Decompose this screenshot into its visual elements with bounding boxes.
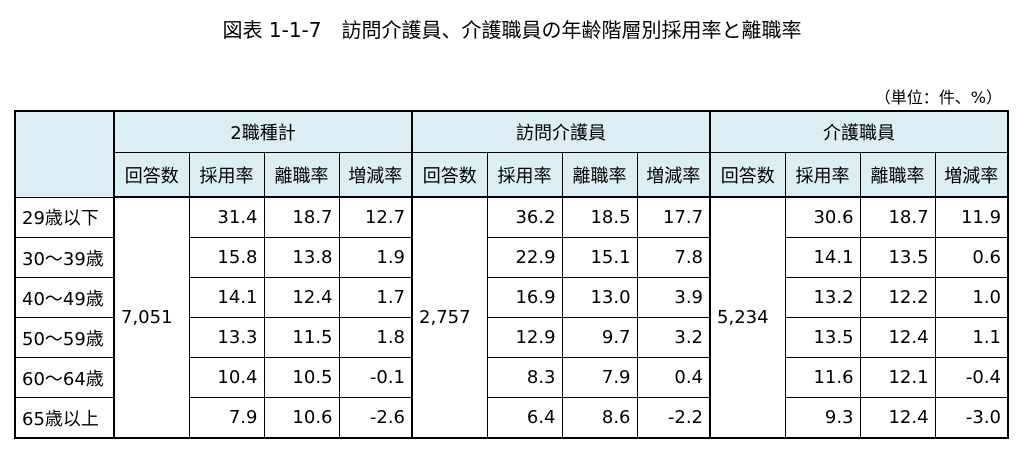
value-cell: 7.9 (188, 397, 265, 439)
value-cell: 7.9 (561, 357, 638, 398)
group-header: 訪問介護員 (411, 110, 711, 153)
value-cell: 13.2 (784, 277, 861, 318)
data-row: 29歳以下 7,051 31.4 18.7 12.7 2,757 36.2 18.5 17.7 5… (14, 196, 1009, 439)
value-cell: 12.4 (263, 277, 340, 318)
data-row: 40～49歳 14.1 12.4 1.7 16.9 13.0 3.9 13.2 12.2 1.0 (14, 277, 1009, 318)
value-cell: 6.4 (486, 397, 563, 439)
value-cell: 7.8 (636, 237, 711, 278)
data-row: 60～64歳 10.4 10.5 -0.1 8.3 7.9 0.4 11.6 12.1 -0.4 (14, 357, 1009, 398)
value-cell: 31.4 (188, 196, 265, 238)
row-label: 60～64歳 (14, 357, 115, 398)
column-header: 採用率 (188, 152, 265, 198)
value-cell: 13.8 (263, 237, 340, 278)
value-cell: -0.1 (338, 357, 413, 398)
column-header: 離職率 (263, 152, 340, 198)
row-label: 50～59歳 (14, 317, 115, 358)
value-cell: 36.2 (486, 196, 563, 238)
value-cell: 8.3 (486, 357, 563, 398)
respondents-cell: 7,051 (113, 196, 190, 439)
value-cell: -3.0 (934, 397, 1009, 439)
column-header: 離職率 (561, 152, 638, 198)
data-table: 2職種計 訪問介護員 介護職員 回答数 採用率 離職率 増減率 回答数 採用率 離職率 増減率 回答数… (14, 110, 1010, 439)
column-header: 増減率 (636, 152, 711, 198)
row-label: 30～39歳 (14, 237, 115, 278)
corner-cell (14, 110, 115, 198)
value-cell: 10.4 (188, 357, 265, 398)
respondents-cell: 2,757 (411, 196, 488, 439)
row-label: 40～49歳 (14, 277, 115, 318)
value-cell: 3.9 (636, 277, 711, 318)
value-cell: 1.9 (338, 237, 413, 278)
value-cell: 1.8 (338, 317, 413, 358)
value-cell: 13.3 (188, 317, 265, 358)
value-cell: 9.7 (561, 317, 638, 358)
value-cell: 18.7 (263, 196, 340, 238)
value-cell: 11.6 (784, 357, 861, 398)
value-cell: 13.5 (784, 317, 861, 358)
value-cell: 10.6 (263, 397, 340, 439)
value-cell: 1.1 (934, 317, 1009, 358)
value-cell: 10.5 (263, 357, 340, 398)
column-header: 増減率 (934, 152, 1009, 198)
header-row: 回答数 採用率 離職率 増減率 回答数 採用率 離職率 増減率 回答数 採用率 離職率 増減率 (15, 152, 1009, 198)
value-cell: 1.7 (338, 277, 413, 318)
value-cell: 17.7 (636, 196, 711, 238)
value-cell: 11.9 (934, 196, 1009, 238)
value-cell: 12.4 (859, 317, 936, 358)
value-cell: 3.2 (636, 317, 711, 358)
value-cell: 12.4 (859, 397, 936, 439)
value-cell: 11.5 (263, 317, 340, 358)
column-header: 増減率 (338, 152, 413, 198)
value-cell: 30.6 (784, 196, 861, 238)
header-row: 2職種計 訪問介護員 介護職員 (14, 110, 1009, 198)
value-cell: 12.2 (859, 277, 936, 318)
value-cell: 13.5 (859, 237, 936, 278)
value-cell: 14.1 (188, 277, 265, 318)
group-header: 介護職員 (709, 110, 1009, 153)
value-cell: 16.9 (486, 277, 563, 318)
value-cell: 0.6 (934, 237, 1009, 278)
value-cell: 9.3 (784, 397, 861, 439)
data-row: 50～59歳 13.3 11.5 1.8 12.9 9.7 3.2 13.5 12.4 1.1 (14, 317, 1009, 358)
value-cell: 12.7 (338, 196, 413, 238)
value-cell: 22.9 (486, 237, 563, 278)
value-cell: 8.6 (561, 397, 638, 439)
value-cell: 12.9 (486, 317, 563, 358)
value-cell: 15.8 (188, 237, 265, 278)
title: 図表 1-1-7 訪問介護員、介護職員の年齢階層別採用率と離職率 (222, 18, 802, 42)
row-label: 65歳以上 (14, 397, 115, 439)
value-cell: 0.4 (636, 357, 711, 398)
column-header: 採用率 (784, 152, 861, 198)
respondents-cell: 5,234 (709, 196, 786, 439)
value-cell: 18.5 (561, 196, 638, 238)
value-cell: 13.0 (561, 277, 638, 318)
value-cell: 1.0 (934, 277, 1009, 318)
column-header: 回答数 (113, 152, 190, 198)
value-cell: 18.7 (859, 196, 936, 238)
group-header: 2職種計 (112, 110, 413, 153)
data-row: 65歳以上 7.9 10.6 -2.6 6.4 8.6 -2.2 9.3 12.4 -3.0 (14, 397, 1009, 439)
data-row: 30～39歳 15.8 13.8 1.9 22.9 15.1 7.8 14.1 13.5 0.6 (14, 237, 1009, 278)
column-header: 回答数 (709, 152, 786, 198)
value-cell: -2.2 (636, 397, 711, 439)
row-label: 29歳以下 (14, 196, 115, 238)
column-header: 採用率 (486, 152, 563, 198)
unit-note: （単位：件、%） (874, 88, 1002, 107)
column-header: 離職率 (859, 152, 936, 198)
value-cell: -0.4 (934, 357, 1009, 398)
value-cell: 12.1 (859, 357, 936, 398)
column-header: 回答数 (411, 152, 488, 198)
value-cell: -2.6 (338, 397, 413, 439)
value-cell: 15.1 (561, 237, 638, 278)
value-cell: 14.1 (784, 237, 861, 278)
